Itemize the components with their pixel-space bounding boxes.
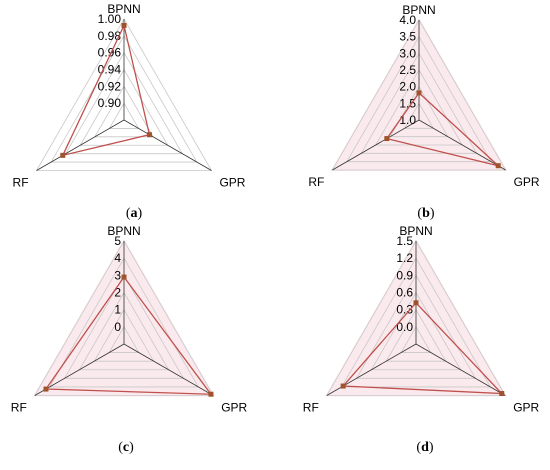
tick-label: 2.5 xyxy=(399,63,416,77)
tick-label: 1.5 xyxy=(396,234,413,248)
tick-label: 1 xyxy=(114,303,121,317)
tick-label: 0.92 xyxy=(98,79,122,93)
grid-ring xyxy=(385,308,447,362)
grid-ring xyxy=(400,326,432,353)
tick-label: 3.0 xyxy=(399,46,416,60)
tick-label: 1.2 xyxy=(396,251,413,265)
tick-label: 1.5 xyxy=(399,96,416,110)
grid-ring xyxy=(78,291,170,371)
axis-spoke-gpr xyxy=(415,343,506,396)
tick-label: 0.3 xyxy=(396,303,413,317)
axis-label-gpr: GPR xyxy=(514,175,540,189)
series-line xyxy=(61,23,151,157)
data-point-bpnn xyxy=(416,90,422,96)
axis-spoke-gpr xyxy=(418,119,506,171)
axis-spoke-gpr xyxy=(123,119,212,171)
axis-label-rf: RF xyxy=(308,175,324,189)
axis-spoke-rf xyxy=(34,343,125,396)
tick-label: 0 xyxy=(114,320,121,334)
panel-caption: (b) xyxy=(417,206,434,221)
panel-caption: (d) xyxy=(416,440,433,455)
data-point-bpnn xyxy=(413,300,419,306)
tick-label: 4 xyxy=(114,251,121,265)
data-point-rf xyxy=(340,383,346,389)
grid-ring xyxy=(93,308,155,362)
axis-label-rf: RF xyxy=(303,401,319,415)
grid-ring xyxy=(64,51,184,155)
grid-ring xyxy=(355,274,477,379)
grid-ring xyxy=(326,240,506,396)
tick-label: 3 xyxy=(114,268,121,282)
panel-caption: (a) xyxy=(126,206,143,221)
data-point-rf xyxy=(43,386,49,392)
data-point-rf xyxy=(60,152,66,158)
tick-label: 4.0 xyxy=(399,13,416,27)
axis-label-bpnn: BPNN xyxy=(402,3,435,17)
grid-ring xyxy=(63,274,185,379)
tick-label: 0.6 xyxy=(396,286,413,300)
axis-label-rf: RF xyxy=(11,401,27,415)
tick-label: 0.90 xyxy=(98,96,122,110)
grid-ring xyxy=(79,68,169,146)
data-point-bpnn xyxy=(121,22,127,28)
tick-label: 0.96 xyxy=(98,46,122,60)
data-point-rf xyxy=(384,136,390,142)
grid-ring xyxy=(108,326,140,353)
grid-ring xyxy=(94,85,154,138)
grid-ring xyxy=(35,18,213,171)
series-line xyxy=(341,301,504,395)
axis-spoke-rf xyxy=(36,119,125,171)
axis-label-gpr: GPR xyxy=(219,176,245,190)
tick-label: 2.0 xyxy=(399,80,416,94)
tick-label: 5 xyxy=(114,234,121,248)
axis-label-bpnn: BPNN xyxy=(107,2,140,16)
axis-spoke-gpr xyxy=(123,343,214,396)
grid-ring xyxy=(346,35,492,163)
grid-ring xyxy=(50,35,198,163)
grid-ring xyxy=(331,19,507,171)
data-point-gpr xyxy=(495,163,501,169)
series-line xyxy=(44,275,213,395)
tick-label: 2 xyxy=(114,286,121,300)
grid-ring xyxy=(370,291,462,371)
tick-label: 0.9 xyxy=(396,268,413,282)
axis-label-gpr: GPR xyxy=(221,401,247,415)
axis-label-gpr: GPR xyxy=(513,401,539,415)
tick-label: 0.98 xyxy=(98,29,122,43)
tick-label: 1.00 xyxy=(98,12,122,26)
tick-label: 3.5 xyxy=(399,30,416,44)
grid-ring xyxy=(108,102,140,129)
data-point-bpnn xyxy=(121,274,127,280)
axis-label-rf: RF xyxy=(13,176,29,190)
tick-label: 1.0 xyxy=(399,113,416,127)
data-point-gpr xyxy=(146,132,152,138)
grid-ring xyxy=(375,69,463,146)
grid-ring xyxy=(34,240,214,396)
data-point-gpr xyxy=(499,390,505,396)
axis-label-bpnn: BPNN xyxy=(107,224,140,238)
data-point-gpr xyxy=(208,391,214,397)
panel-caption: (c) xyxy=(118,440,134,455)
tick-label: 0.0 xyxy=(396,320,413,334)
tick-label: 0.94 xyxy=(98,63,122,77)
grid-ring xyxy=(403,102,435,129)
series-line xyxy=(385,91,499,167)
grid-ring xyxy=(389,85,449,138)
axis-label-bpnn: BPNN xyxy=(399,224,432,238)
axis-spoke-rf xyxy=(332,119,420,171)
grid-ring xyxy=(48,257,200,388)
grid-ring xyxy=(340,257,492,388)
grid-ring xyxy=(360,52,478,154)
